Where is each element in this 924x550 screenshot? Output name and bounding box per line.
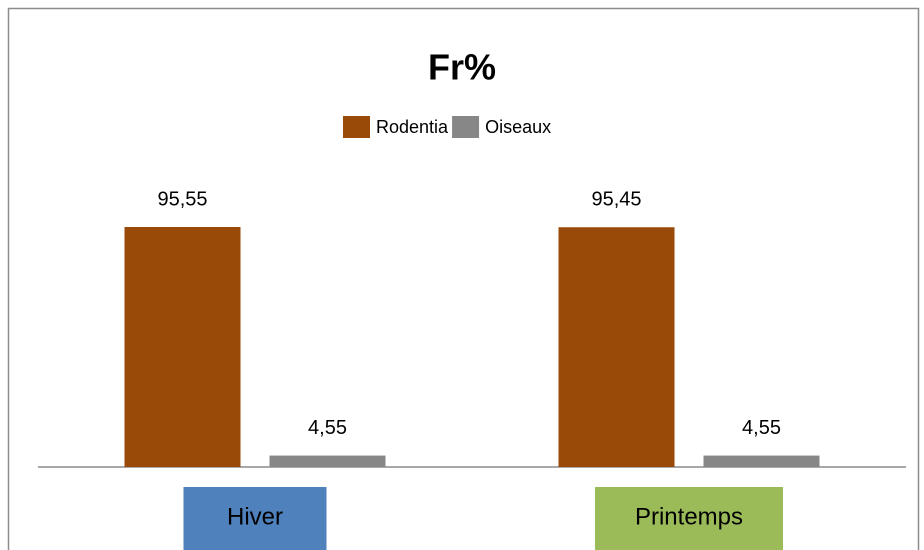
category-box <box>594 487 784 550</box>
value-label: 4,55 <box>308 417 347 439</box>
bar <box>703 455 820 467</box>
legend-label: Rodentia <box>376 117 449 137</box>
bar <box>558 227 675 467</box>
legend-swatch <box>452 116 480 138</box>
legend-swatch <box>343 116 370 138</box>
chart-title: Fr% <box>428 47 496 88</box>
category-box <box>183 487 327 550</box>
value-label: 95,45 <box>591 189 641 211</box>
bar <box>124 227 241 467</box>
value-label: 4,55 <box>742 417 781 439</box>
bar <box>269 455 386 467</box>
value-label: 95,55 <box>157 188 207 210</box>
legend-label: Oiseaux <box>485 117 551 137</box>
x-tick-label: Hiver <box>227 503 283 530</box>
x-tick-label: Printemps <box>635 503 743 530</box>
